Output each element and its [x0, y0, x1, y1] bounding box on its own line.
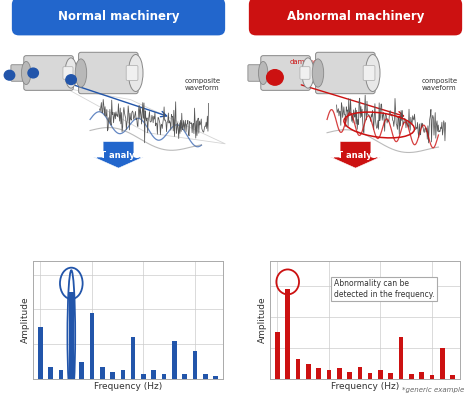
Bar — [357, 367, 362, 379]
Ellipse shape — [258, 62, 268, 85]
Text: FFT analysis: FFT analysis — [89, 151, 148, 160]
Bar — [131, 337, 136, 379]
Text: damage: damage — [289, 59, 318, 65]
Ellipse shape — [365, 55, 380, 92]
Ellipse shape — [65, 58, 77, 88]
Bar — [337, 368, 342, 379]
FancyBboxPatch shape — [300, 63, 320, 83]
Bar — [110, 372, 115, 379]
Ellipse shape — [75, 59, 87, 87]
Circle shape — [266, 70, 283, 85]
Bar — [316, 368, 321, 379]
Bar — [368, 373, 373, 379]
FancyArrow shape — [331, 141, 380, 168]
Bar — [347, 372, 352, 379]
Y-axis label: Amplitude: Amplitude — [258, 297, 267, 343]
Bar — [162, 374, 166, 379]
Circle shape — [66, 75, 76, 85]
Bar — [192, 351, 197, 379]
X-axis label: Frequency (Hz): Frequency (Hz) — [94, 382, 162, 391]
FancyBboxPatch shape — [79, 52, 138, 94]
Bar — [69, 292, 73, 379]
Ellipse shape — [312, 59, 324, 87]
Bar — [285, 290, 290, 379]
X-axis label: Frequency (Hz): Frequency (Hz) — [331, 382, 399, 391]
Bar — [213, 376, 218, 379]
Bar — [399, 337, 403, 379]
Bar — [429, 376, 434, 379]
Text: Abnormality can be
detected in the frequency.: Abnormality can be detected in the frequ… — [334, 279, 435, 299]
Bar — [141, 374, 146, 379]
Bar — [275, 332, 280, 379]
Bar — [203, 374, 208, 379]
Bar — [172, 341, 177, 379]
Ellipse shape — [302, 58, 314, 88]
Bar — [182, 374, 187, 379]
Text: FFT analysis: FFT analysis — [326, 151, 385, 160]
FancyBboxPatch shape — [24, 56, 73, 90]
Circle shape — [4, 70, 15, 80]
FancyBboxPatch shape — [12, 0, 225, 36]
Bar — [100, 367, 105, 379]
Y-axis label: Amplitude: Amplitude — [21, 297, 30, 343]
FancyBboxPatch shape — [63, 63, 83, 83]
Text: Abnormal machinery: Abnormal machinery — [287, 10, 424, 23]
Bar — [306, 364, 310, 379]
FancyBboxPatch shape — [11, 65, 28, 81]
Bar — [409, 374, 414, 379]
Text: composite
waveform: composite waveform — [185, 77, 221, 90]
Bar — [450, 376, 455, 379]
Bar — [440, 348, 445, 379]
Bar — [90, 313, 94, 379]
FancyBboxPatch shape — [63, 67, 73, 79]
Text: *generic example: *generic example — [402, 387, 465, 393]
Bar — [151, 371, 156, 379]
Bar — [388, 373, 393, 379]
Ellipse shape — [21, 62, 31, 85]
Bar — [419, 372, 424, 379]
FancyBboxPatch shape — [248, 65, 265, 81]
Circle shape — [28, 68, 38, 78]
Bar — [59, 371, 64, 379]
FancyBboxPatch shape — [126, 66, 138, 81]
Bar — [120, 371, 125, 379]
FancyBboxPatch shape — [261, 56, 310, 90]
FancyArrow shape — [94, 141, 143, 168]
FancyBboxPatch shape — [316, 52, 375, 94]
FancyBboxPatch shape — [249, 0, 462, 36]
Bar — [48, 367, 53, 379]
Bar — [296, 359, 301, 379]
FancyBboxPatch shape — [300, 67, 310, 79]
Ellipse shape — [128, 55, 143, 92]
Bar — [79, 362, 84, 379]
Bar — [378, 371, 383, 379]
Text: composite
waveform: composite waveform — [422, 77, 458, 90]
Text: Normal machinery: Normal machinery — [58, 10, 179, 23]
Bar — [327, 371, 331, 379]
FancyBboxPatch shape — [363, 66, 375, 81]
Bar — [38, 327, 43, 379]
